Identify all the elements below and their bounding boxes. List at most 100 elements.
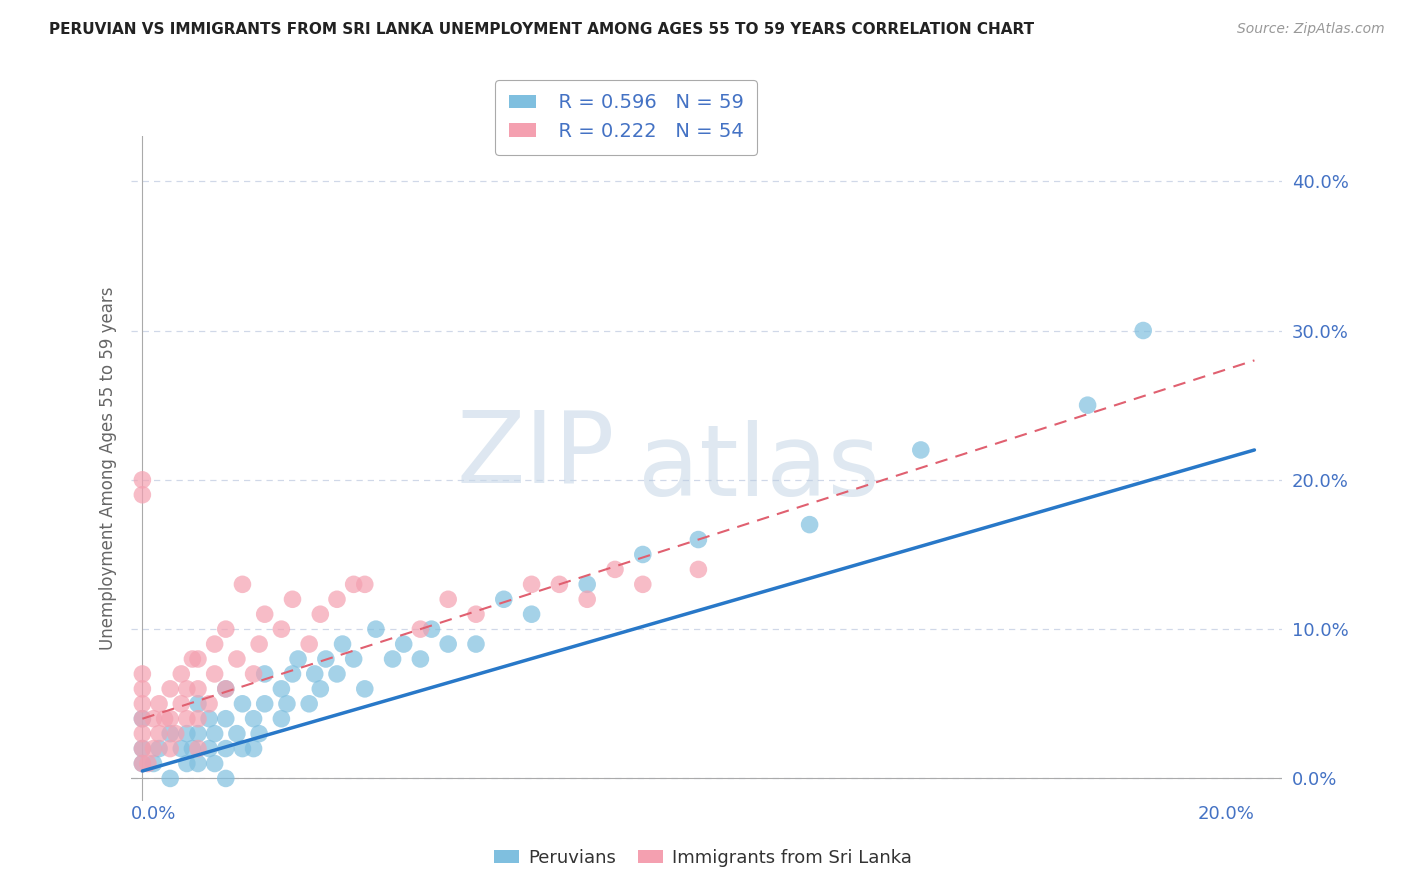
Point	[576, 592, 599, 607]
Point	[270, 681, 292, 696]
Point	[204, 667, 226, 681]
Point	[215, 681, 238, 696]
Point	[148, 697, 170, 711]
Point	[281, 592, 304, 607]
Point	[153, 712, 176, 726]
Point	[270, 712, 292, 726]
Point	[1077, 398, 1099, 412]
Point	[799, 517, 821, 532]
Point	[187, 652, 209, 666]
Legend:   R = 0.596   N = 59,   R = 0.222   N = 54: R = 0.596 N = 59, R = 0.222 N = 54	[495, 79, 758, 154]
Text: 20.0%: 20.0%	[1198, 805, 1254, 823]
Point	[281, 667, 304, 681]
Point	[176, 681, 198, 696]
Point	[170, 667, 193, 681]
Point	[353, 577, 375, 591]
Point	[287, 652, 309, 666]
Point	[392, 637, 415, 651]
Point	[142, 756, 165, 771]
Point	[420, 622, 443, 636]
Point	[181, 652, 204, 666]
Point	[381, 652, 404, 666]
Point	[215, 741, 238, 756]
Text: PERUVIAN VS IMMIGRANTS FROM SRI LANKA UNEMPLOYMENT AMONG AGES 55 TO 59 YEARS COR: PERUVIAN VS IMMIGRANTS FROM SRI LANKA UN…	[49, 22, 1035, 37]
Point	[187, 681, 209, 696]
Text: ZIP: ZIP	[457, 407, 614, 504]
Point	[131, 756, 153, 771]
Point	[198, 741, 221, 756]
Point	[242, 712, 264, 726]
Point	[131, 667, 153, 681]
Point	[309, 607, 332, 622]
Point	[131, 488, 153, 502]
Point	[364, 622, 387, 636]
Point	[253, 667, 276, 681]
Point	[353, 681, 375, 696]
Point	[631, 548, 654, 562]
Point	[520, 607, 543, 622]
Legend: Peruvians, Immigrants from Sri Lanka: Peruvians, Immigrants from Sri Lanka	[486, 842, 920, 874]
Point	[187, 741, 209, 756]
Point	[215, 681, 238, 696]
Point	[204, 726, 226, 740]
Point	[204, 756, 226, 771]
Point	[576, 577, 599, 591]
Point	[304, 667, 326, 681]
Point	[142, 712, 165, 726]
Point	[437, 592, 460, 607]
Point	[548, 577, 571, 591]
Point	[688, 533, 710, 547]
Point	[298, 637, 321, 651]
Point	[465, 637, 488, 651]
Point	[465, 607, 488, 622]
Point	[165, 726, 187, 740]
Point	[159, 712, 181, 726]
Point	[225, 726, 247, 740]
Point	[215, 772, 238, 786]
Point	[159, 726, 181, 740]
Point	[326, 667, 349, 681]
Point	[187, 712, 209, 726]
Point	[170, 697, 193, 711]
Text: atlas: atlas	[638, 420, 879, 517]
Point	[131, 473, 153, 487]
Point	[170, 741, 193, 756]
Point	[520, 577, 543, 591]
Point	[131, 681, 153, 696]
Point	[142, 741, 165, 756]
Point	[181, 741, 204, 756]
Point	[437, 637, 460, 651]
Point	[131, 741, 153, 756]
Point	[247, 637, 270, 651]
Point	[131, 756, 153, 771]
Point	[176, 712, 198, 726]
Point	[148, 726, 170, 740]
Text: 0.0%: 0.0%	[131, 805, 177, 823]
Point	[242, 741, 264, 756]
Point	[276, 697, 298, 711]
Point	[187, 726, 209, 740]
Point	[332, 637, 354, 651]
Point	[159, 681, 181, 696]
Point	[409, 622, 432, 636]
Point	[131, 712, 153, 726]
Point	[343, 652, 366, 666]
Point	[131, 726, 153, 740]
Point	[231, 741, 253, 756]
Point	[176, 756, 198, 771]
Point	[688, 562, 710, 576]
Point	[148, 741, 170, 756]
Point	[315, 652, 337, 666]
Point	[326, 592, 349, 607]
Point	[231, 577, 253, 591]
Point	[187, 756, 209, 771]
Point	[910, 442, 932, 457]
Point	[131, 741, 153, 756]
Point	[253, 607, 276, 622]
Point	[309, 681, 332, 696]
Point	[242, 667, 264, 681]
Point	[225, 652, 247, 666]
Point	[231, 697, 253, 711]
Point	[270, 622, 292, 636]
Point	[159, 772, 181, 786]
